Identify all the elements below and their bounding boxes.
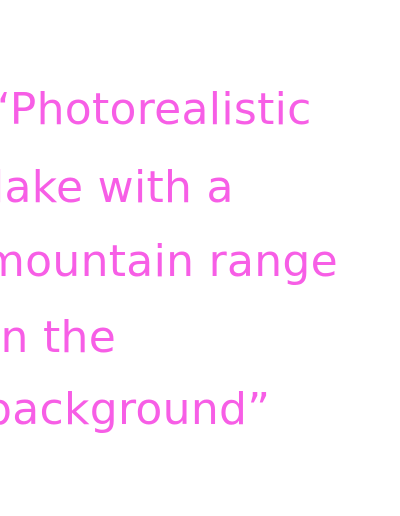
quote-line-3: mountain range (0, 236, 339, 287)
quote-line-5: background” (0, 384, 271, 435)
quote-line-4: in the (0, 312, 117, 363)
quote-line-1: “Photorealistic (0, 84, 312, 135)
quote-line-2: lake with a (0, 162, 234, 213)
